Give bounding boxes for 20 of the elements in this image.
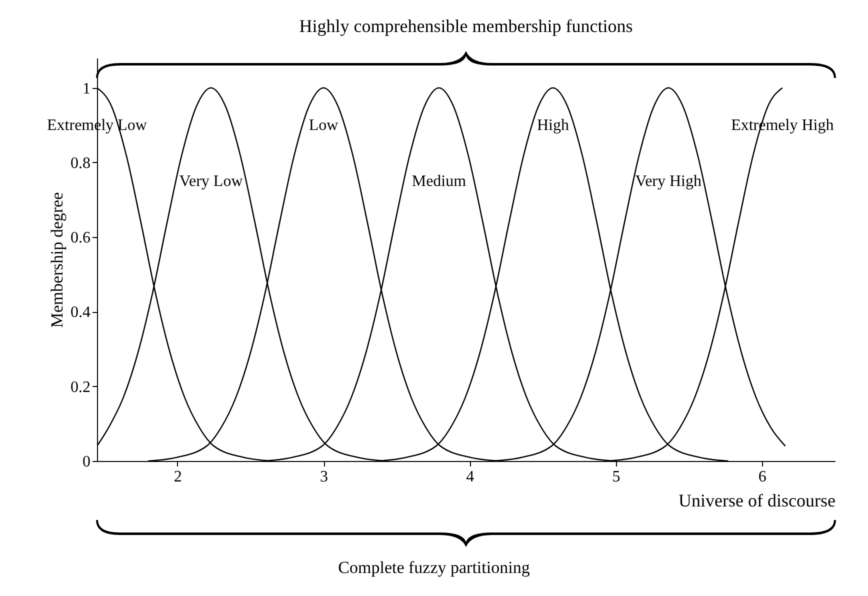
y-tick-label: 1 [82, 80, 90, 98]
y-tick-label: 0.2 [70, 378, 90, 396]
y-axis-title: Membership degree [48, 192, 66, 328]
series-label: High [536, 117, 569, 134]
x-tick-label: 3 [320, 468, 328, 486]
y-tick-label: 0.6 [70, 230, 90, 247]
y-tick-label: 0.4 [70, 304, 90, 322]
chart-title: Highly comprehensible membership functions [299, 16, 633, 36]
series-label: Very High [635, 173, 702, 190]
x-axis-title: Universe of discourse [678, 490, 836, 510]
y-tick-label: 0 [82, 454, 90, 470]
series-label: Low [308, 117, 339, 134]
x-tick-label: 6 [758, 468, 766, 486]
series-label: Medium [412, 173, 467, 190]
x-tick-label: 4 [466, 468, 474, 486]
x-tick-label: 5 [612, 468, 620, 486]
series-label: Very Low [179, 173, 244, 190]
y-tick-label: 0.8 [70, 154, 90, 172]
x-tick-label: 2 [174, 468, 182, 486]
text: Complete fuzzy partitioning [337, 558, 531, 578]
